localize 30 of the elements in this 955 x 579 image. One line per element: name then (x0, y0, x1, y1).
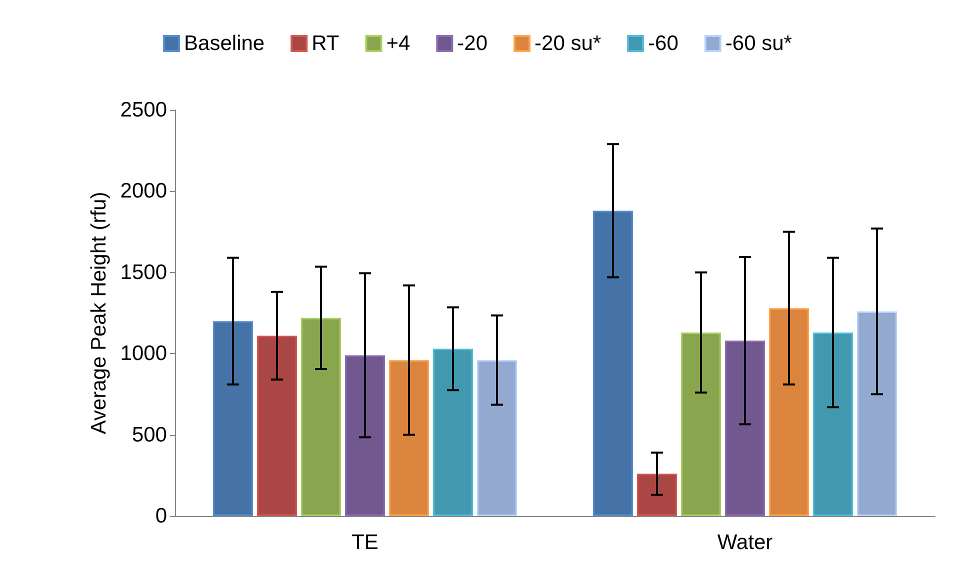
bar (213, 321, 253, 516)
bar (257, 336, 297, 516)
bar (637, 474, 677, 516)
y-tick-label: 1000 (120, 342, 167, 366)
bar (433, 348, 473, 516)
bar (593, 210, 633, 516)
y-tick-label: 2500 (120, 98, 167, 122)
bar (345, 355, 385, 516)
bar (681, 332, 721, 516)
legend-label: -60 (648, 32, 678, 55)
y-axis-title: Average Peak Height (rfu) (87, 192, 110, 434)
legend-label: RT (312, 32, 340, 55)
y-tick-label: 1500 (120, 260, 167, 284)
bar (725, 340, 765, 516)
legend-label: -20 su* (534, 32, 602, 55)
y-tick-label: 0 (155, 504, 167, 528)
x-tick-label: Water (717, 531, 773, 554)
bar (769, 308, 809, 516)
bar (477, 360, 517, 516)
bar (813, 332, 853, 516)
x-tick-label: TE (352, 531, 378, 554)
legend-label: Baseline (184, 32, 265, 55)
y-tick-label: 2000 (120, 180, 167, 203)
y-tick-label: 500 (132, 423, 167, 446)
bar (389, 360, 429, 516)
bar (857, 311, 897, 516)
legend-label: -20 (457, 32, 488, 55)
legend-label: -60 su* (725, 32, 792, 55)
bar (301, 318, 341, 516)
legend-label: +4 (386, 32, 410, 55)
